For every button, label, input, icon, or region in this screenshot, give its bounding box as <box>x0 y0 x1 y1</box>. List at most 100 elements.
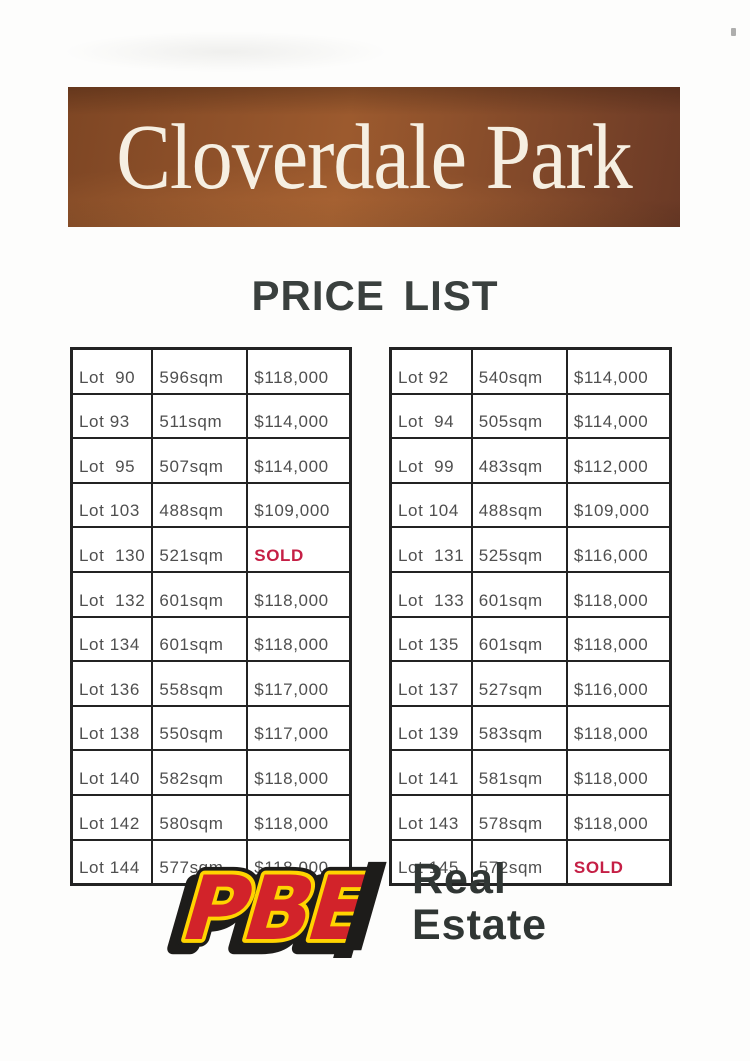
table-row: Lot 137 527sqm $116,000 <box>389 660 672 707</box>
table-row: Lot 131 525sqm $116,000 <box>389 526 672 573</box>
brand-name-line1: Real <box>412 855 507 903</box>
size-cell: 601sqm <box>151 615 249 663</box>
table-row: Lot 93 511sqm $114,000 <box>70 392 352 440</box>
pbe-slash <box>342 861 387 951</box>
lot-cell: Lot 143 <box>389 793 473 841</box>
price-cell: $118,000 <box>246 749 352 796</box>
price-cell: $118,000 <box>246 838 352 886</box>
table-row: Lot 136 558sqm $117,000 <box>70 660 352 707</box>
size-cell: 511sqm <box>151 392 249 440</box>
scan-artifact <box>62 26 472 78</box>
pbe-letters-shadow: PBE <box>161 865 372 960</box>
price-table-right-body: Lot 92 540sqm $114,000 Lot 94 505sqm $114,000… <box>389 347 672 886</box>
size-cell: 572sqm <box>470 838 568 886</box>
size-cell: 581sqm <box>470 749 568 796</box>
price-table-left-body: Lot 90 596sqm $118,000 Lot 93 511sqm $114,000… <box>70 347 352 886</box>
lot-cell: Lot 103 <box>70 481 154 529</box>
lot-cell: Lot 92 <box>389 347 473 395</box>
size-cell: 527sqm <box>470 660 568 707</box>
price-cell: $114,000 <box>565 347 672 395</box>
lot-cell: Lot 133 <box>389 570 473 618</box>
lot-cell: Lot 131 <box>389 526 473 573</box>
table-row: Lot 134 601sqm $118,000 <box>70 615 352 663</box>
price-cell: $118,000 <box>246 347 352 395</box>
table-row: Lot 92 540sqm $114,000 <box>389 347 672 395</box>
banner-title: Cloverdale Park <box>116 104 633 209</box>
table-row: Lot 143 578sqm $118,000 <box>389 793 672 841</box>
size-cell: 540sqm <box>470 347 568 395</box>
lot-cell: Lot 90 <box>70 347 154 395</box>
size-cell: 525sqm <box>470 526 568 573</box>
table-row: Lot 139 583sqm $118,000 <box>389 704 672 752</box>
lot-cell: Lot 145 <box>389 838 473 886</box>
price-cell: SOLD <box>246 526 352 573</box>
price-cell: $118,000 <box>565 570 672 618</box>
price-cell: $118,000 <box>565 615 672 663</box>
size-cell: 582sqm <box>151 749 249 796</box>
table-row: Lot 140 582sqm $118,000 <box>70 749 352 796</box>
table-row: Lot 95 507sqm $114,000 <box>70 437 352 484</box>
table-row: Lot 141 581sqm $118,000 <box>389 749 672 796</box>
size-cell: 601sqm <box>151 570 249 618</box>
price-cell: $118,000 <box>246 615 352 663</box>
size-cell: 601sqm <box>470 615 568 663</box>
lot-cell: Lot 95 <box>70 437 154 484</box>
size-cell: 577sqm <box>151 838 249 886</box>
price-cell: $118,000 <box>565 704 672 752</box>
table-row: Lot 133 601sqm $118,000 <box>389 570 672 618</box>
price-cell: $118,000 <box>246 793 352 841</box>
table-row: Lot 132 601sqm $118,000 <box>70 570 352 618</box>
lot-cell: Lot 141 <box>389 749 473 796</box>
table-row: Lot 104 488sqm $109,000 <box>389 481 672 529</box>
price-table-left: Lot 90 596sqm $118,000 Lot 93 511sqm $114,000… <box>70 347 352 887</box>
price-cell: $116,000 <box>565 660 672 707</box>
table-row: Lot 135 601sqm $118,000 <box>389 615 672 663</box>
brand-name-line2: Estate <box>412 901 548 949</box>
price-cell: $116,000 <box>565 526 672 573</box>
price-cell: SOLD <box>565 838 672 886</box>
price-cell: $117,000 <box>246 660 352 707</box>
price-cell: $114,000 <box>565 392 672 440</box>
lot-cell: Lot 134 <box>70 615 154 663</box>
price-table-right: Lot 92 540sqm $114,000 Lot 94 505sqm $114,000… <box>389 347 672 887</box>
lot-cell: Lot 140 <box>70 749 154 796</box>
price-cell: $118,000 <box>565 793 672 841</box>
lot-cell: Lot 132 <box>70 570 154 618</box>
size-cell: 483sqm <box>470 437 568 484</box>
table-row: Lot 94 505sqm $114,000 <box>389 392 672 440</box>
table-row: Lot 90 596sqm $118,000 <box>70 347 352 395</box>
table-row: Lot 99 483sqm $112,000 <box>389 437 672 484</box>
size-cell: 578sqm <box>470 793 568 841</box>
size-cell: 558sqm <box>151 660 249 707</box>
lot-cell: Lot 94 <box>389 392 473 440</box>
table-row: Lot 144 577sqm $118,000 <box>70 838 352 886</box>
lot-cell: Lot 138 <box>70 704 154 752</box>
price-cell: $114,000 <box>246 392 352 440</box>
scan-artifact <box>731 28 736 36</box>
size-cell: 505sqm <box>470 392 568 440</box>
lot-cell: Lot 93 <box>70 392 154 440</box>
size-cell: 488sqm <box>151 481 249 529</box>
page-title: PRICE LIST <box>251 272 499 319</box>
size-cell: 580sqm <box>151 793 249 841</box>
lot-cell: Lot 137 <box>389 660 473 707</box>
lot-cell: Lot 144 <box>70 838 154 886</box>
price-cell: $109,000 <box>246 481 352 529</box>
size-cell: 521sqm <box>151 526 249 573</box>
table-row: Lot 138 550sqm $117,000 <box>70 704 352 752</box>
price-cell: $118,000 <box>565 749 672 796</box>
price-cell: $117,000 <box>246 704 352 752</box>
size-cell: 583sqm <box>470 704 568 752</box>
lot-cell: Lot 136 <box>70 660 154 707</box>
lot-cell: Lot 142 <box>70 793 154 841</box>
table-row: Lot 142 580sqm $118,000 <box>70 793 352 841</box>
lot-cell: Lot 139 <box>389 704 473 752</box>
pbe-logo: PBE PBE PBE <box>153 850 406 976</box>
table-row: Lot 130 521sqm SOLD <box>70 526 352 573</box>
pbe-logo-graphic: PBE PBE PBE <box>153 850 389 976</box>
size-cell: 601sqm <box>470 570 568 618</box>
price-cell: $114,000 <box>246 437 352 484</box>
size-cell: 550sqm <box>151 704 249 752</box>
lot-cell: Lot 99 <box>389 437 473 484</box>
